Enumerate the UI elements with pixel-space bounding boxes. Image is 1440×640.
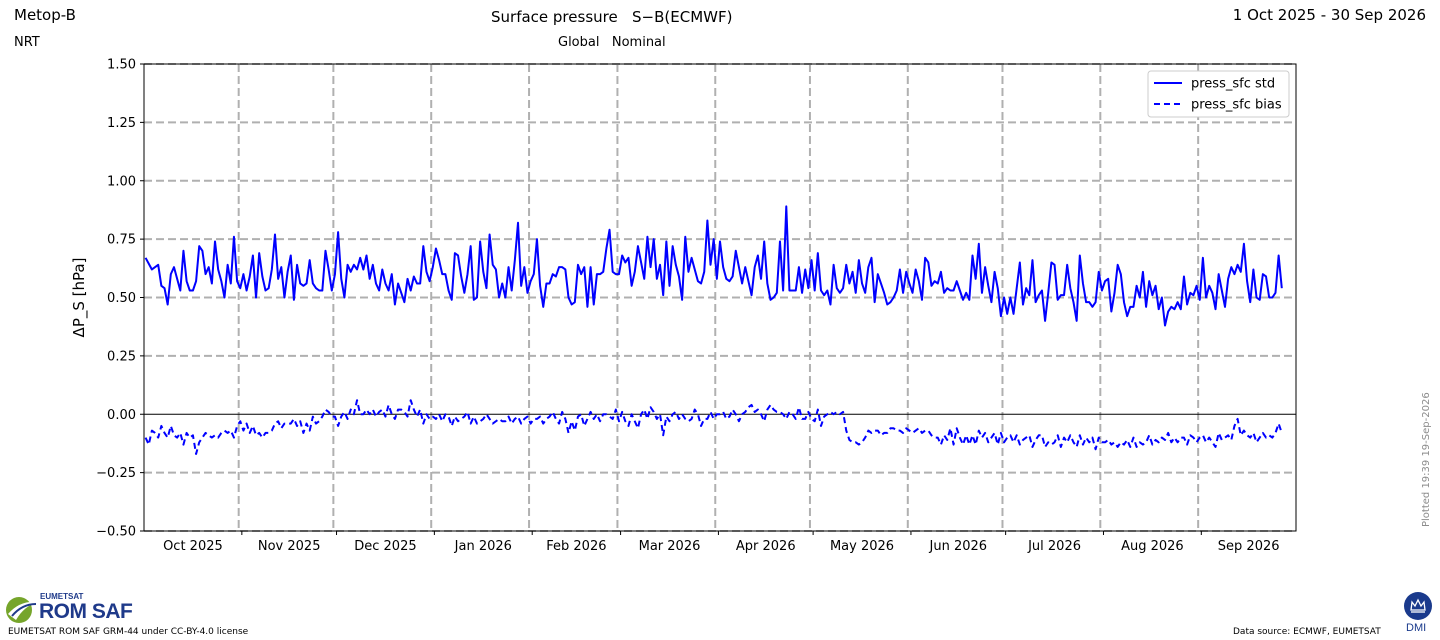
dmi-crown-icon	[1404, 592, 1432, 620]
x-tick-label: Jul 2026	[1027, 539, 1081, 554]
y-tick-label: 0.75	[107, 233, 136, 248]
legend: press_sfc std press_sfc bias	[1147, 70, 1290, 118]
y-tick-label: −0.50	[96, 525, 136, 540]
y-axis-label: ΔP_S [hPa]	[70, 258, 89, 338]
x-tick-label: Dec 2025	[354, 539, 416, 554]
y-tick-label: 0.00	[107, 408, 136, 423]
x-tick-label: Sep 2026	[1218, 539, 1280, 554]
x-tick-label: Feb 2026	[546, 539, 606, 554]
x-tick-label: Aug 2026	[1121, 539, 1184, 554]
x-tick-label: Apr 2026	[736, 539, 796, 554]
y-tick-label: 0.50	[107, 291, 136, 306]
mode-label: NRT	[14, 35, 40, 50]
y-tick-label: 1.00	[107, 174, 136, 189]
x-tick-label: Oct 2025	[163, 539, 223, 554]
dmi-label: DMI	[1406, 622, 1427, 634]
license-text: EUMETSAT ROM SAF GRM-44 under CC-BY-4.0 …	[8, 627, 249, 637]
plotted-timestamp: Plotted 19:39 19-Sep-2026	[1421, 392, 1432, 527]
x-tick-label: Jan 2026	[454, 539, 512, 554]
legend-label-std: press_sfc std	[1191, 77, 1275, 92]
y-tick-label: 1.25	[107, 116, 136, 131]
date-range-label: 1 Oct 2025 - 30 Sep 2026	[1232, 6, 1426, 24]
x-axis-ticks: Oct 2025 Nov 2025 Dec 2025 Jan 2026 Feb 2026…	[163, 531, 1280, 554]
rom-saf-logo-icon	[6, 597, 38, 623]
x-tick-label: Nov 2025	[258, 539, 321, 554]
x-tick-label: Jun 2026	[929, 539, 988, 554]
y-tick-label: 1.50	[107, 58, 136, 73]
series-lines	[144, 205, 1283, 455]
logo-romsaf-text: ROM SAF	[39, 600, 133, 623]
y-axis-ticks: −0.50 −0.25 0.00 0.25 0.50 0.75 1.00 1.25 1.50	[96, 58, 144, 540]
chart-title: Surface pressure S−B(ECMWF)	[491, 8, 733, 26]
data-source-text: Data source: ECMWF, EUMETSAT	[1233, 627, 1381, 637]
logo-eumetsat-text: EUMETSAT	[40, 592, 84, 601]
y-tick-label: −0.25	[96, 466, 136, 481]
x-tick-label: May 2026	[830, 539, 894, 554]
x-tick-label: Mar 2026	[639, 539, 701, 554]
legend-box	[1147, 70, 1290, 118]
y-tick-label: 0.25	[107, 349, 136, 364]
legend-label-bias: press_sfc bias	[1191, 98, 1282, 113]
series-line-bias	[144, 399, 1283, 455]
satellite-label: Metop-B	[14, 6, 76, 24]
series-line-std	[144, 205, 1283, 327]
chart-subtitle: Global Nominal	[558, 35, 666, 50]
